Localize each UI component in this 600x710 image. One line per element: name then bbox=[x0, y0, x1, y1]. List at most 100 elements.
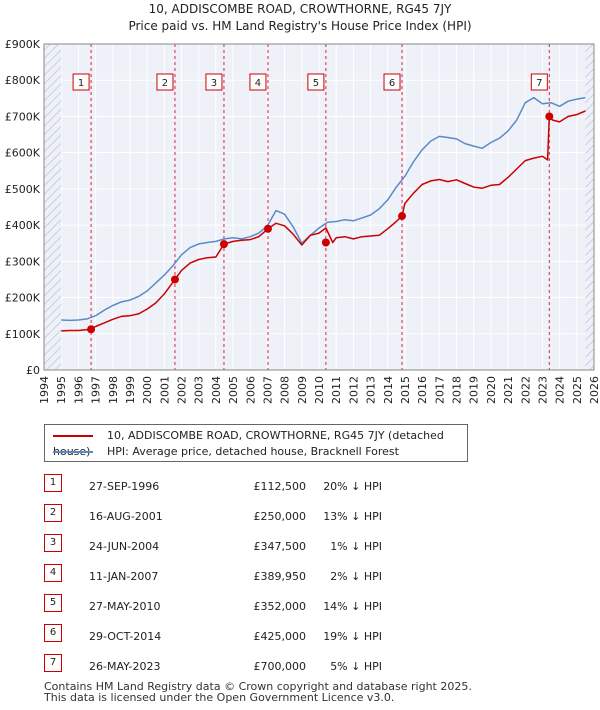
future-shade bbox=[44, 44, 594, 370]
sale-number-badge: 7 bbox=[44, 654, 62, 672]
x-tick-label: 2015 bbox=[399, 376, 412, 404]
y-tick-label: £500K bbox=[5, 183, 41, 196]
price-chart: 10, ADDISCOMBE ROAD, CROWTHORNE, RG45 7J… bbox=[5, 2, 600, 404]
legend-item-property: 10, ADDISCOMBE ROAD, CROWTHORNE, RG45 7J… bbox=[53, 428, 467, 458]
sale-date: 16-AUG-2001 bbox=[89, 510, 163, 523]
sale-label-number: 3 bbox=[211, 78, 217, 89]
x-tick-label: 1997 bbox=[90, 376, 103, 404]
x-tick-label: 1996 bbox=[72, 376, 85, 404]
sale-date: 26-MAY-2023 bbox=[89, 660, 161, 673]
series-line bbox=[61, 96, 586, 322]
sale-point bbox=[87, 325, 96, 334]
sale-label-number: 7 bbox=[536, 78, 542, 89]
x-tick-label: 2012 bbox=[347, 376, 360, 404]
series-lines bbox=[61, 96, 586, 332]
sale-date: 11-JAN-2007 bbox=[89, 570, 159, 583]
x-tick-label: 2005 bbox=[227, 376, 240, 404]
y-tick-label: £800K bbox=[5, 74, 41, 87]
x-tick-label: 2004 bbox=[210, 376, 223, 404]
legend-swatch-hpi bbox=[53, 451, 93, 453]
x-tick-label: 2002 bbox=[176, 376, 189, 404]
x-tick-label: 1999 bbox=[124, 376, 137, 404]
sale-number-badge: 1 bbox=[44, 474, 62, 492]
legend-label-hpi: HPI: Average price, detached house, Brac… bbox=[107, 445, 399, 458]
x-tick-label: 2026 bbox=[588, 376, 600, 404]
x-tick-label: 2024 bbox=[554, 376, 567, 404]
sale-hpi-diff: 13% ↓ HPI bbox=[323, 510, 382, 523]
x-tick-label: 2000 bbox=[141, 376, 154, 404]
sale-number-badge: 5 bbox=[44, 594, 62, 612]
sale-date: 24-JUN-2004 bbox=[89, 540, 160, 553]
sale-point bbox=[219, 240, 228, 249]
legend-item-hpi: HPI: Average price, detached house, Brac… bbox=[53, 444, 399, 460]
y-tick-label: £900K bbox=[5, 38, 41, 51]
sale-label-box bbox=[249, 73, 267, 91]
table-row: 6 29-OCT-2014 £425,000 19% ↓ HPI bbox=[44, 622, 484, 652]
plot-border bbox=[43, 43, 595, 371]
sale-price: £700,000 bbox=[253, 660, 307, 673]
sale-markers: 1 2 3 4 5 6 7 bbox=[72, 44, 550, 370]
series-line bbox=[61, 110, 586, 332]
history-shade bbox=[44, 44, 62, 370]
table-row: 4 11-JAN-2007 £389,950 2% ↓ HPI bbox=[44, 562, 484, 592]
legend: 10, ADDISCOMBE ROAD, CROWTHORNE, RG45 7J… bbox=[44, 424, 468, 462]
sale-label-box bbox=[156, 73, 174, 91]
y-tick-label: £700K bbox=[5, 110, 41, 123]
x-tick-label: 2021 bbox=[502, 376, 515, 404]
x-tick-label: 2017 bbox=[433, 376, 446, 404]
x-tick-label: 1998 bbox=[107, 376, 120, 404]
x-tick-label: 2023 bbox=[536, 376, 549, 404]
sale-label-box bbox=[72, 73, 90, 91]
y-tick-label: £400K bbox=[5, 219, 41, 232]
sale-point bbox=[545, 112, 554, 121]
x-tick-label: 1995 bbox=[55, 376, 68, 404]
sale-point bbox=[170, 275, 179, 284]
y-tick-label: £0 bbox=[26, 364, 40, 377]
sale-hpi-diff: 5% ↓ HPI bbox=[330, 660, 382, 673]
sale-number-badge: 2 bbox=[44, 504, 62, 522]
sale-hpi-diff: 14% ↓ HPI bbox=[323, 600, 382, 613]
x-tick-label: 2016 bbox=[416, 376, 429, 404]
sale-date: 29-OCT-2014 bbox=[89, 630, 162, 643]
x-tick-label: 2011 bbox=[330, 376, 343, 404]
sale-price: £389,950 bbox=[253, 570, 307, 583]
sale-number-badge: 6 bbox=[44, 624, 62, 642]
projection-shade bbox=[585, 44, 594, 370]
x-tick-label: 2019 bbox=[468, 376, 481, 404]
footer-licence: This data is licensed under the Open Gov… bbox=[44, 691, 395, 704]
footer: Contains HM Land Registry data © Crown c… bbox=[44, 681, 472, 703]
footer-copyright: Contains HM Land Registry data © Crown c… bbox=[44, 680, 472, 693]
axes: £0 £100K £200K £300K £400K £500K £600K £700K £80… bbox=[5, 38, 600, 404]
table-row: 7 26-MAY-2023 £700,000 5% ↓ HPI bbox=[44, 652, 484, 682]
chart-title: 10, ADDISCOMBE ROAD, CROWTHORNE, RG45 7J… bbox=[149, 2, 452, 16]
sale-price: £250,000 bbox=[253, 510, 307, 523]
sale-number-badge: 4 bbox=[44, 564, 62, 582]
sale-label-number: 2 bbox=[162, 78, 168, 89]
sale-price: £425,000 bbox=[253, 630, 307, 643]
sale-point bbox=[398, 212, 407, 221]
sale-label-number: 1 bbox=[78, 78, 84, 89]
sale-price: £112,500 bbox=[253, 480, 307, 493]
sale-price: £347,500 bbox=[253, 540, 307, 553]
sale-hpi-diff: 2% ↓ HPI bbox=[330, 570, 382, 583]
sale-hpi-diff: 19% ↓ HPI bbox=[323, 630, 382, 643]
x-tick-label: 2010 bbox=[313, 376, 326, 404]
sale-hpi-diff: 20% ↓ HPI bbox=[323, 480, 382, 493]
x-tick-label: 2007 bbox=[261, 376, 274, 404]
sale-point bbox=[321, 238, 330, 247]
sale-points bbox=[87, 112, 554, 334]
sale-date: 27-MAY-2010 bbox=[89, 600, 161, 613]
x-tick-label: 2009 bbox=[296, 376, 309, 404]
x-tick-label: 2008 bbox=[279, 376, 292, 404]
sale-label-number: 4 bbox=[255, 78, 261, 89]
x-tick-label: 2003 bbox=[193, 376, 206, 404]
y-tick-label: £200K bbox=[5, 292, 41, 305]
legend-swatch-property bbox=[53, 435, 93, 437]
table-row: 5 27-MAY-2010 £352,000 14% ↓ HPI bbox=[44, 592, 484, 622]
x-tick-label: 2001 bbox=[158, 376, 171, 404]
sale-date: 27-SEP-1996 bbox=[89, 480, 160, 493]
y-tick-label: £100K bbox=[5, 328, 41, 341]
x-tick-label: 2014 bbox=[382, 376, 395, 404]
x-tick-label: 2006 bbox=[244, 376, 257, 404]
table-row: 1 27-SEP-1996 £112,500 20% ↓ HPI bbox=[44, 472, 484, 502]
